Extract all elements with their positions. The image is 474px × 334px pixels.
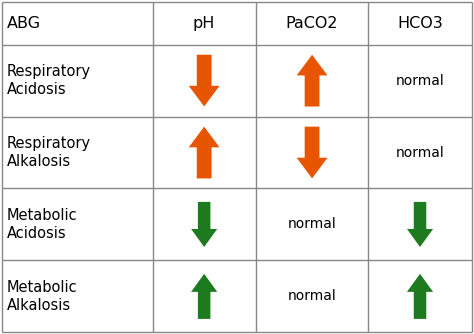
Polygon shape	[191, 202, 217, 247]
Polygon shape	[297, 127, 328, 178]
Polygon shape	[189, 55, 219, 107]
Polygon shape	[189, 127, 219, 178]
Polygon shape	[407, 202, 433, 247]
Polygon shape	[191, 274, 217, 319]
Text: ABG: ABG	[7, 16, 41, 31]
Text: Respiratory
Alkalosis: Respiratory Alkalosis	[7, 136, 91, 169]
Text: pH: pH	[193, 16, 215, 31]
Text: normal: normal	[288, 217, 337, 231]
Text: Metabolic
Alkalosis: Metabolic Alkalosis	[7, 280, 78, 313]
Polygon shape	[297, 55, 328, 107]
Text: Respiratory
Acidosis: Respiratory Acidosis	[7, 64, 91, 98]
Text: normal: normal	[288, 289, 337, 303]
Text: Metabolic
Acidosis: Metabolic Acidosis	[7, 208, 78, 241]
Text: normal: normal	[396, 73, 445, 88]
Polygon shape	[407, 274, 433, 319]
Text: PaCO2: PaCO2	[286, 16, 338, 31]
Text: HCO3: HCO3	[397, 16, 443, 31]
Text: normal: normal	[396, 146, 445, 160]
